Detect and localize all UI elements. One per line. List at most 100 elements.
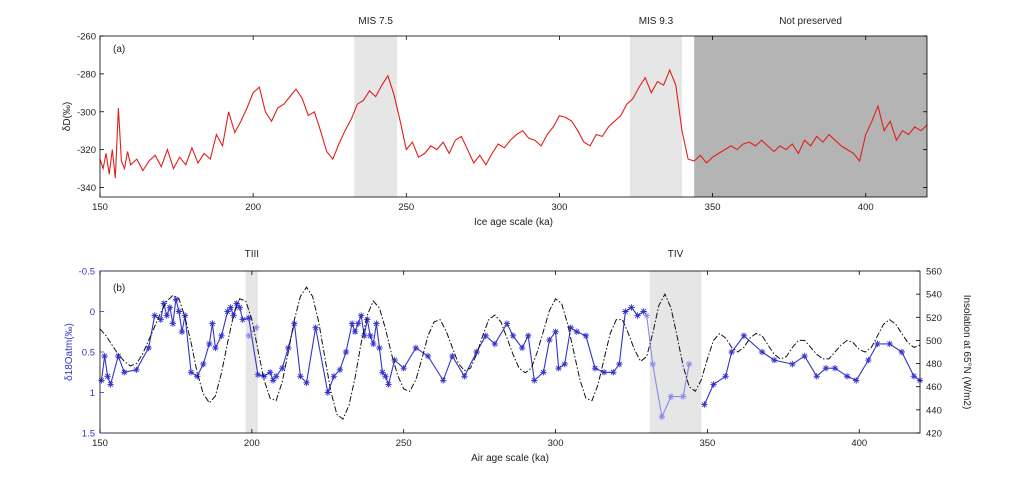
plot-frame: [99, 270, 921, 434]
d18o-data-point: [722, 373, 729, 380]
d18o-data-point: [324, 389, 331, 396]
y-axis-label: δD(‰): [62, 102, 73, 131]
x-axis-label: Air age scale (ka): [471, 453, 549, 464]
d18o-data-point: [573, 328, 580, 335]
d18o-data-point: [561, 360, 568, 368]
y-tick-label: -300: [77, 107, 96, 118]
d18o-data-point: [160, 300, 167, 307]
d18o-series-line: [646, 315, 690, 419]
d18o-data-point: [291, 320, 298, 327]
d18o-data-point: [382, 373, 389, 380]
d18o-data-point: [115, 352, 122, 360]
d18o-data-point: [591, 365, 599, 372]
d18o-data-point: [600, 369, 608, 376]
d18o-data-point: [336, 366, 344, 373]
band-label: MIS 7.5: [358, 16, 393, 27]
d18o-data-point: [391, 356, 398, 364]
shaded-band: [354, 36, 398, 197]
panel-a-ice-dd-chart: MIS 7.5 MIS 9.3 Not preserved 150 200 250 300 3…: [62, 16, 928, 228]
d18o-data-point: [567, 324, 574, 331]
d18o-data-point: [354, 320, 362, 327]
d18o-data-point: [886, 340, 893, 348]
d18o-data-point: [312, 324, 319, 331]
d18o-data-point: [151, 312, 158, 319]
d18o-data-point: [525, 332, 532, 339]
y-tick-label: 1: [90, 388, 95, 399]
d18o-data-point: [330, 373, 338, 380]
y-tick-label: -260: [77, 32, 96, 43]
y2-tick-label: 500: [926, 336, 942, 347]
d18o-data-point: [728, 348, 735, 356]
x-tick-label: 300: [548, 438, 564, 449]
y-tick-label: 1.5: [82, 429, 95, 440]
x-tick-label: 200: [244, 438, 260, 449]
x-tick-label: 350: [705, 202, 721, 213]
panel-label: (b): [113, 283, 125, 294]
y2-axis-label: Insolation at 65°N (W/m2): [961, 295, 972, 410]
d18o-data-point: [616, 360, 623, 368]
d18o-data-point: [364, 316, 371, 323]
panel-b-air-d18o-chart: TIII TIV 150 200 250 300 350 400 -0.5 0 0.5 1 1.5 420…: [64, 249, 972, 464]
y-tick-label: -340: [77, 183, 96, 194]
d18o-data-point: [175, 308, 183, 315]
d18o-data-point: [269, 377, 277, 384]
y2-tick-label: 540: [926, 290, 942, 301]
d18o-data-point: [582, 332, 590, 339]
d18o-data-point: [178, 328, 186, 335]
band-label: TIII: [245, 249, 259, 260]
y-tick-label: -0.5: [79, 267, 95, 278]
d18o-data-point: [412, 344, 420, 352]
d18o-data-point: [740, 332, 748, 339]
d18o-data-point: [253, 324, 260, 331]
d18o-data-point: [552, 328, 559, 335]
d18o-data-point: [163, 312, 170, 319]
d18o-data-point: [701, 401, 708, 408]
d18o-data-point: [200, 360, 207, 368]
d18o-data-point: [279, 365, 286, 372]
y2-tick-label: 420: [926, 429, 942, 440]
d18o-data-point: [361, 332, 368, 339]
d18o-data-point: [610, 369, 617, 376]
d18o-data-point: [482, 332, 489, 339]
d18o-data-point: [686, 360, 693, 368]
d18o-data-point: [209, 320, 216, 327]
d18o-data-point: [643, 312, 650, 319]
y2-tick-label: 560: [926, 267, 942, 278]
d18o-data-point: [640, 308, 647, 315]
d18o-data-point: [107, 381, 114, 388]
x-tick-label: 350: [699, 438, 715, 449]
d18o-data-point: [367, 332, 374, 339]
d18o-data-point: [172, 296, 180, 303]
d18o-data-point: [194, 373, 201, 380]
shaded-band: [649, 271, 702, 433]
d18o-data-point: [540, 369, 547, 376]
d18o-data-point: [801, 352, 808, 360]
x-tick-label: 150: [92, 202, 108, 213]
d18o-data-point: [373, 320, 380, 327]
d18o-data-point: [266, 369, 274, 376]
d18o-data-point: [218, 332, 225, 339]
d18o-data-point: [658, 413, 666, 420]
d18o-data-point: [212, 344, 219, 352]
d18o-data-point: [628, 304, 635, 311]
d18o-data-point: [831, 365, 839, 372]
d18o-data-point: [531, 377, 538, 384]
d18o-data-point: [133, 366, 140, 373]
d18o-data-point: [121, 369, 128, 376]
d18o-data-point: [358, 312, 365, 319]
d18o-data-point: [342, 348, 350, 356]
d18o-data-point: [376, 344, 383, 352]
x-axis-label: Ice age scale (ka): [474, 217, 553, 228]
d18o-data-point: [101, 352, 108, 360]
y-tick-label: -320: [77, 145, 96, 156]
d18o-data-point: [634, 312, 641, 319]
d18o-data-point: [440, 377, 447, 384]
y-tick-label: 0: [90, 307, 95, 318]
d18o-data-point: [424, 352, 432, 360]
d18o-data-point: [622, 308, 629, 315]
d18o-data-point: [245, 314, 252, 322]
d18o-data-point: [473, 348, 480, 356]
d18o-data-point: [379, 369, 386, 376]
y2-tick-label: 520: [926, 313, 942, 324]
d18o-data-point: [166, 304, 174, 311]
